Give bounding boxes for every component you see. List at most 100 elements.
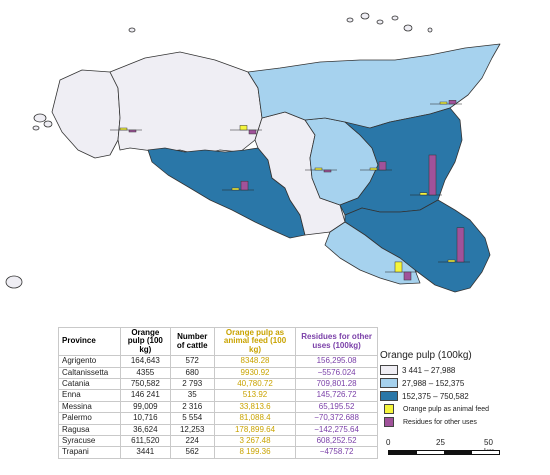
scale-tick-0: 0 (386, 438, 390, 447)
header-province: Province (59, 328, 121, 356)
cell-province: Catania (59, 378, 121, 389)
scale-bar: 0 25 50 km (384, 438, 504, 468)
cell-animal-feed: 3 267.48 (214, 435, 295, 446)
feed-bar-enna (370, 168, 377, 170)
legend-label: 3 441 – 27,988 (402, 366, 455, 375)
table-row: Trapani 3441 562 8 199.36 −4758.72 (59, 447, 378, 458)
header-residues: Residues for other uses (100kg) (296, 328, 378, 356)
feed-bar-trapani (120, 128, 127, 130)
province-data-table-wrap: Province Orange pulp (100 kg) Number of … (58, 327, 378, 459)
feed-bar-messina (440, 102, 447, 104)
cell-cattle: 572 (170, 356, 214, 367)
residues-bar-siracusa (457, 228, 464, 262)
cell-residues: 145,726.72 (296, 390, 378, 401)
cell-cattle: 2 316 (170, 401, 214, 412)
cell-animal-feed: 8348.28 (214, 356, 295, 367)
legend-class-1: 3 441 – 27,988 (380, 364, 489, 376)
cell-orange-pulp: 10,716 (121, 413, 171, 424)
cell-cattle: 35 (170, 390, 214, 401)
cell-orange-pulp: 164,643 (121, 356, 171, 367)
island (428, 28, 432, 32)
legend-animal-feed: Orange pulp as animal feed (380, 403, 489, 415)
residues-bar-caltanissetta (324, 170, 331, 172)
table-row: Palermo 10,716 5 554 81,088.4 −70,372.68… (59, 413, 378, 424)
cell-orange-pulp: 3441 (121, 447, 171, 458)
cell-province: Messina (59, 401, 121, 412)
cell-cattle: 2 793 (170, 378, 214, 389)
table-row: Catania 750,582 2 793 40,780.72 709,801.… (59, 378, 378, 389)
cell-cattle: 680 (170, 367, 214, 378)
cell-province: Caltanissetta (59, 367, 121, 378)
legend-label: 152,375 – 750,582 (402, 392, 469, 401)
cell-animal-feed: 81,088.4 (214, 413, 295, 424)
cell-province: Trapani (59, 447, 121, 458)
header-animal-feed: Orange pulp as animal feed (100 kg) (214, 328, 295, 356)
feed-bar-caltanissetta (315, 168, 322, 170)
scale-segment (417, 451, 445, 454)
island (361, 13, 369, 19)
cell-orange-pulp: 4355 (121, 367, 171, 378)
scale-segment (389, 451, 417, 454)
cell-animal-feed: 178,899.64 (214, 424, 295, 435)
legend-residues-swatch (384, 417, 394, 427)
header-orange-pulp: Orange pulp (100 kg) (121, 328, 171, 356)
cell-residues: −5576.024 (296, 367, 378, 378)
table-header-row: Province Orange pulp (100 kg) Number of … (59, 328, 378, 356)
legend-feed-swatch (384, 404, 394, 414)
cell-animal-feed: 8 199.36 (214, 447, 295, 458)
scale-tick-25: 25 (436, 438, 445, 447)
cell-animal-feed: 9930.92 (214, 367, 295, 378)
legend-swatch (380, 391, 398, 401)
province-data-table: Province Orange pulp (100 kg) Number of … (58, 327, 378, 459)
residues-bar-palermo (249, 130, 256, 134)
map-legend: Orange pulp (100kg) 3 441 – 27,988 27,98… (380, 350, 489, 429)
table-row: Caltanissetta 4355 680 9930.92 −5576.024 (59, 367, 378, 378)
legend-label: Residues for other uses (403, 419, 477, 426)
table-row: Syracuse 611,520 224 3 267.48 608,252.52 (59, 435, 378, 446)
residues-bar-trapani (129, 130, 136, 132)
table-row: Agrigento 164,643 572 8348.28 156,295.08 (59, 356, 378, 367)
feed-bar-palermo (240, 125, 247, 130)
island (404, 25, 412, 31)
table-row: Ragusa 36,624 12,253 178,899.64 −142,275… (59, 424, 378, 435)
feed-bar-siracusa (448, 260, 455, 262)
legend-title: Orange pulp (100kg) (380, 350, 489, 361)
legend-class-3: 152,375 – 750,582 (380, 390, 489, 402)
legend-residues: Residues for other uses (380, 416, 489, 428)
cell-animal-feed: 40,780.72 (214, 378, 295, 389)
cell-residues: −4758.72 (296, 447, 378, 458)
island (44, 121, 52, 127)
cell-orange-pulp: 611,520 (121, 435, 171, 446)
island (377, 20, 383, 24)
scale-segment (472, 451, 500, 454)
island (6, 276, 22, 288)
cell-cattle: 224 (170, 435, 214, 446)
cell-province: Syracuse (59, 435, 121, 446)
island (33, 126, 39, 130)
residues-bar-ragusa (404, 272, 411, 280)
feed-bar-catania (420, 193, 427, 195)
feed-bar-agrigento (232, 188, 239, 190)
legend-class-2: 27,988 – 152,375 (380, 377, 489, 389)
cell-residues: −142,275.64 (296, 424, 378, 435)
cell-residues: −70,372.688 (296, 413, 378, 424)
table-row: Enna 146 241 35 513.92 145,726.72 (59, 390, 378, 401)
residues-bar-catania (429, 155, 436, 195)
cell-residues: 65,195.52 (296, 401, 378, 412)
feed-bar-ragusa (395, 262, 402, 272)
scale-ticks: 0 25 50 km (384, 438, 504, 448)
province-trapani (52, 70, 120, 158)
island (34, 114, 46, 122)
residues-bar-agrigento (241, 181, 248, 190)
cell-orange-pulp: 146 241 (121, 390, 171, 401)
scale-segment (444, 451, 472, 454)
cell-cattle: 5 554 (170, 413, 214, 424)
cell-province: Agrigento (59, 356, 121, 367)
cell-residues: 608,252.52 (296, 435, 378, 446)
cell-province: Enna (59, 390, 121, 401)
cell-residues: 709,801.28 (296, 378, 378, 389)
island (347, 18, 353, 22)
residues-bar-enna (379, 162, 386, 170)
cell-animal-feed: 513.92 (214, 390, 295, 401)
